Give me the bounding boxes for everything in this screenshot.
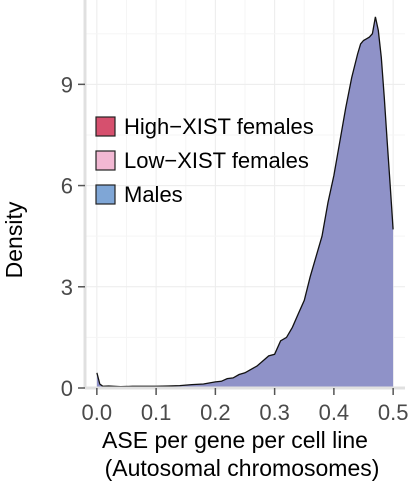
legend-label-low-xist: Low−XIST females xyxy=(124,148,309,173)
density-outline-0 xyxy=(96,16,394,388)
tick-labels: 0 3 6 9 0.0 0.1 0.2 0.3 0.4 0.5 xyxy=(61,72,409,425)
x-axis-title-line-1: ASE per gene per cell line xyxy=(102,427,368,453)
x-tick-label-1: 0.1 xyxy=(141,400,172,425)
x-tick-label-5: 0.5 xyxy=(378,400,409,425)
y-tick-label-0: 0 xyxy=(61,376,73,401)
legend: High−XIST females Low−XIST females Males xyxy=(95,114,314,207)
legend-swatch-low-xist xyxy=(95,150,116,171)
y-tick-label-1: 3 xyxy=(61,275,73,300)
x-axis-title-line-2: (Autosomal chromosomes) xyxy=(105,455,380,481)
axes xyxy=(83,0,405,390)
x-tick-label-2: 0.2 xyxy=(200,400,231,425)
legend-item-high-xist: High−XIST females xyxy=(95,114,314,139)
x-tick-label-4: 0.4 xyxy=(319,400,350,425)
legend-swatch-males xyxy=(95,184,116,205)
legend-label-males: Males xyxy=(124,182,183,207)
x-tick-label-0: 0.0 xyxy=(82,400,113,425)
legend-item-low-xist: Low−XIST females xyxy=(95,148,309,173)
density-area-0 xyxy=(96,16,394,389)
y-axis-title: Density xyxy=(1,201,27,278)
legend-label-high-xist: High−XIST females xyxy=(124,114,314,139)
legend-item-males: Males xyxy=(95,182,183,207)
y-tick-label-2: 6 xyxy=(61,174,73,199)
x-tick-label-3: 0.3 xyxy=(259,400,290,425)
series-area xyxy=(96,16,394,389)
y-tick-label-3: 9 xyxy=(61,72,73,97)
legend-swatch-high-xist xyxy=(95,116,116,137)
